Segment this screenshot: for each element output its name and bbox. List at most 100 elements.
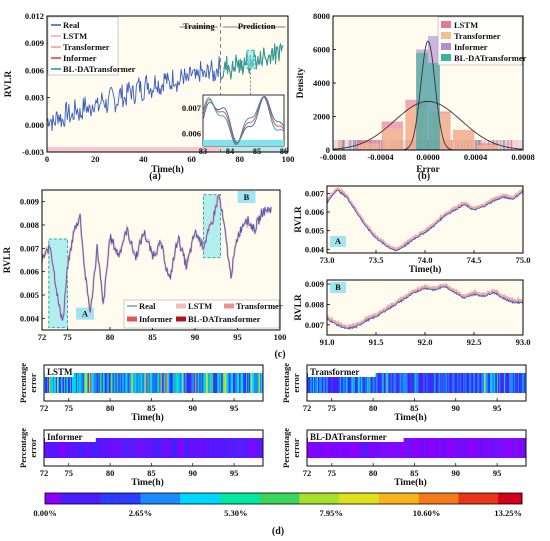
heatmap-cell — [464, 438, 466, 458]
legend-label: BL-DATransformer — [63, 64, 136, 74]
colorbar-cell — [172, 493, 181, 504]
heatmap-cell — [80, 438, 83, 458]
heatmap-cell — [410, 373, 412, 393]
heatmap-cell — [237, 438, 239, 458]
heatmap-cell — [139, 373, 141, 393]
heatmap-cell — [379, 438, 381, 458]
x-tick-label: -0.0004 — [367, 152, 394, 162]
heatmap-cell — [507, 438, 509, 458]
heatmap-cell — [193, 438, 195, 458]
heatmap-cell — [338, 438, 341, 458]
heatmap-cell — [498, 438, 500, 458]
heatmap-cell — [471, 438, 473, 458]
heatmap-cell — [476, 373, 478, 393]
heatmap-cell — [331, 438, 334, 458]
heatmap-cell — [224, 373, 226, 393]
heatmap-cell — [477, 438, 479, 458]
heatmap-cell — [465, 438, 467, 458]
x-tick-label: 95 — [230, 403, 239, 413]
heatmap-cell — [246, 438, 248, 458]
heatmap-cell — [227, 373, 229, 393]
heatmap-transformer: Transformer 72 75 80 85 90 95 Time(h) Percentage… — [281, 363, 527, 423]
heatmap-cell — [433, 438, 435, 458]
heatmap-cell — [474, 373, 476, 393]
x-tick-label: 20 — [91, 154, 100, 164]
heatmap-cell — [376, 438, 378, 458]
colorbar-cell — [219, 493, 229, 504]
heatmap-cell — [366, 373, 369, 393]
heatmap-cell — [433, 373, 435, 393]
heatmap-cell — [338, 373, 341, 393]
legend-label: Real — [63, 20, 80, 30]
heatmap-cell — [172, 438, 174, 458]
heatmap-cell — [460, 438, 462, 458]
heatmap-cell — [451, 373, 453, 393]
heatmap-cell — [159, 438, 161, 458]
colorbar-tick-label: 10.60% — [413, 508, 441, 518]
inset-x-tick: 84 — [226, 146, 235, 156]
heatmap-cell — [223, 373, 225, 393]
heatmap-cell — [243, 373, 245, 393]
heatmap-cell — [211, 438, 213, 458]
heatmap-cell — [314, 438, 317, 458]
heatmap-cell — [521, 373, 523, 393]
heatmap-cell — [100, 438, 103, 458]
heatmap-cell — [214, 438, 216, 458]
x-tick-label: 72 — [40, 403, 49, 413]
legend-box — [123, 299, 280, 329]
heatmap-cell — [106, 373, 109, 393]
heatmap-cell — [218, 373, 220, 393]
heatmap-cell — [463, 438, 465, 458]
heatmap-cell — [110, 373, 112, 393]
heatmap-frame — [43, 364, 264, 402]
heatmap-cell — [412, 438, 414, 458]
heatmap-cell — [432, 373, 434, 393]
heatmap-cell — [170, 438, 172, 458]
y-tick-label: 0.004 — [20, 313, 40, 323]
heatmap-cell — [396, 373, 398, 393]
heatmap-bl-datransformer: BL-DATransformer 72 75 80 85 90 95 Time(h) Perce… — [281, 428, 527, 488]
y-axis-label: RVLR — [294, 294, 304, 321]
heatmap-cell — [254, 373, 256, 393]
heatmap-cell — [388, 438, 390, 458]
heatmap-cell — [146, 438, 148, 458]
heatmap-cell — [324, 373, 327, 393]
inset-frame-bg — [202, 94, 285, 147]
heatmap-cell — [412, 373, 414, 393]
heatmap-cell — [406, 438, 408, 458]
heatmap-cell — [181, 438, 183, 458]
heatmap-cell — [440, 373, 442, 393]
heatmap-cell — [431, 373, 433, 393]
heatmap-cell — [77, 438, 80, 458]
heatmap-cell — [470, 373, 472, 393]
heatmap-cell — [508, 438, 510, 458]
heatmap-cell — [182, 438, 184, 458]
heatmap-cell — [357, 438, 360, 458]
colorbar-cell — [458, 493, 467, 504]
heatmap-cell — [85, 438, 88, 458]
heatmap-cell — [427, 438, 429, 458]
heatmap-cell — [410, 438, 412, 458]
heatmap-cell — [260, 438, 262, 458]
inset-y-tick: 0.006 — [182, 128, 201, 138]
legend-box — [437, 16, 523, 66]
heatmap-cell — [212, 373, 214, 393]
heatmap-cell — [515, 438, 517, 458]
heatmap-cell — [185, 438, 187, 458]
heatmap-cell — [149, 373, 151, 393]
heatmap-cell — [510, 438, 512, 458]
heatmap-cell — [405, 438, 407, 458]
heatmap-cell — [61, 373, 64, 393]
heatmap-cell — [212, 438, 214, 458]
heatmap-cell — [162, 373, 164, 393]
heatmap-cell — [184, 438, 186, 458]
colorbar-cell — [307, 493, 316, 504]
heatmap-cell — [362, 438, 365, 458]
heatmap-cell — [446, 438, 448, 458]
heatmap-cell — [483, 373, 485, 393]
heatmap-cell — [514, 373, 516, 393]
heatmap-cell — [388, 373, 390, 393]
heatmap-cell — [235, 438, 237, 458]
zoom-label: B — [335, 282, 341, 292]
